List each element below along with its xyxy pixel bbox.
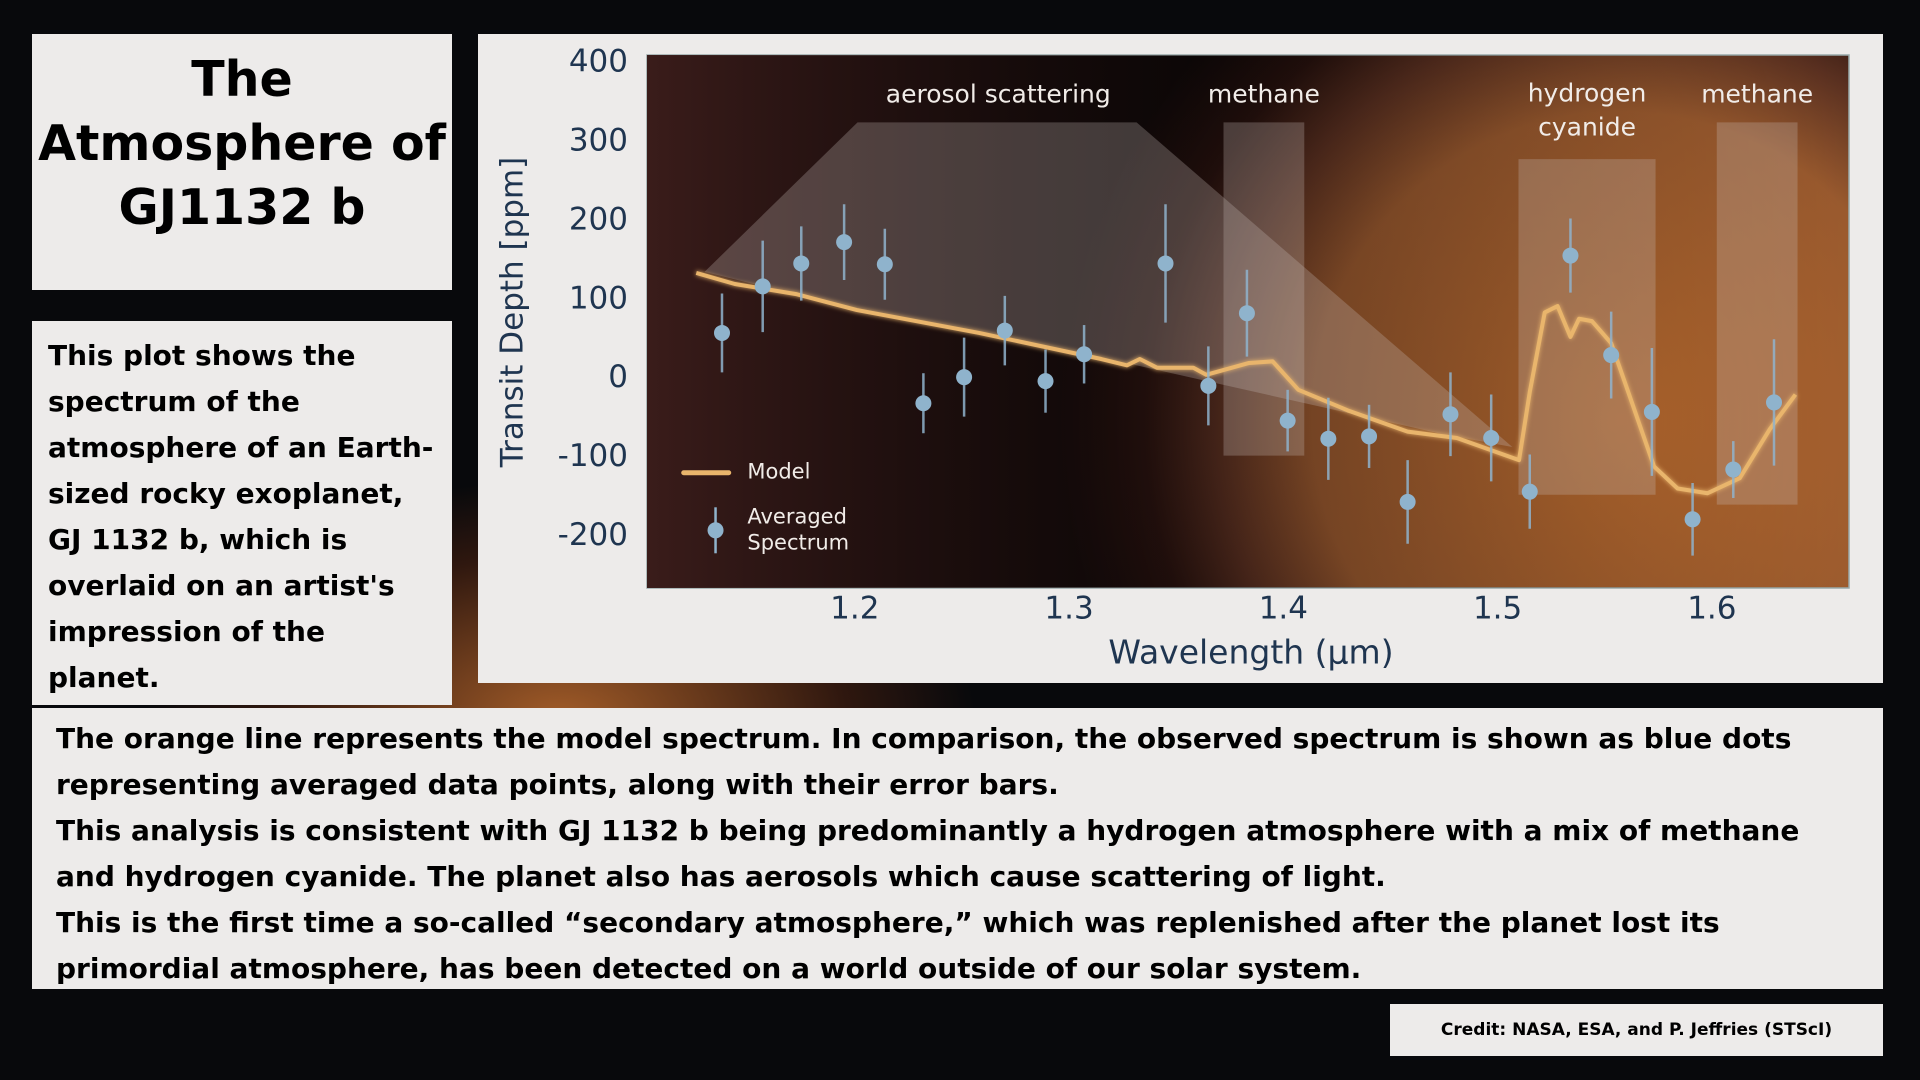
- annotation-region: [1518, 159, 1656, 495]
- y-tick-label: -200: [558, 517, 628, 553]
- credit-box: Credit: NASA, ESA, and P. Jeffries (STSc…: [1390, 1004, 1883, 1056]
- description-box: This plot shows the spectrum of the atmo…: [32, 321, 452, 705]
- x-axis-label: Wavelength (µm): [1108, 633, 1393, 672]
- model-line: [695, 271, 1798, 496]
- data-point: [1603, 347, 1620, 364]
- data-point: [1361, 428, 1378, 445]
- data-point: [1076, 346, 1093, 363]
- data-point: [713, 324, 730, 341]
- data-point: [836, 234, 853, 251]
- data-point: [956, 369, 973, 386]
- data-point: [1399, 493, 1416, 510]
- x-tick-label: 1.2: [830, 591, 879, 627]
- data-point: [1483, 429, 1500, 446]
- x-tick-label: 1.5: [1473, 591, 1522, 627]
- data-point: [1442, 406, 1459, 423]
- credit: Credit: NASA, ESA, and P. Jeffries (STSc…: [1440, 1020, 1833, 1040]
- y-tick-label: 0: [608, 359, 628, 395]
- legend-point: [707, 522, 724, 539]
- data-point: [1521, 483, 1538, 500]
- paragraph: This is the first time a so-called “seco…: [56, 906, 1720, 985]
- data-point: [1643, 403, 1660, 420]
- x-tick-label: 1.6: [1687, 591, 1736, 627]
- annotation-label: methane: [1701, 79, 1813, 108]
- annotation-label: hydrogen cyanide: [1528, 78, 1647, 141]
- annotation-label: aerosol scattering: [886, 79, 1111, 108]
- data-point: [1238, 305, 1255, 322]
- data-point: [1037, 373, 1054, 390]
- page-title: The Atmosphere of GJ1132 b: [38, 51, 446, 236]
- y-axis-label: Transit Depth [ppm]: [495, 157, 531, 469]
- data-point: [1725, 461, 1742, 478]
- data-point: [1766, 394, 1783, 411]
- paragraph: The orange line represents the model spe…: [56, 722, 1792, 801]
- y-tick-label: 100: [569, 280, 628, 316]
- legend-label: Model: [747, 460, 810, 484]
- data-point: [996, 322, 1013, 339]
- data-point: [1157, 255, 1174, 272]
- data-point: [915, 395, 932, 412]
- title-box: The Atmosphere of GJ1132 b: [32, 34, 452, 290]
- body-box: The orange line represents the model spe…: [32, 708, 1883, 989]
- data-point: [793, 255, 810, 272]
- annotation-region: [1223, 122, 1305, 456]
- x-tick-label: 1.3: [1044, 591, 1093, 627]
- data-point: [876, 256, 893, 273]
- y-tick-label: 200: [569, 201, 628, 237]
- y-tick-label: 300: [569, 122, 628, 158]
- data-point: [1684, 511, 1701, 528]
- data-point: [1562, 247, 1579, 264]
- data-point: [1200, 377, 1217, 394]
- legend-label: Averaged Spectrum: [747, 504, 849, 554]
- data-point: [1279, 412, 1296, 429]
- annotation-label: methane: [1208, 79, 1320, 108]
- annotation-region: [704, 122, 1513, 447]
- y-tick-label: 400: [569, 43, 628, 79]
- x-tick-label: 1.4: [1259, 591, 1308, 627]
- description: This plot shows the spectrum of the atmo…: [48, 339, 434, 694]
- paragraph: This analysis is consistent with GJ 1132…: [56, 814, 1800, 893]
- data-point: [1320, 430, 1337, 447]
- data-point: [754, 278, 771, 295]
- y-tick-label: -100: [558, 438, 628, 474]
